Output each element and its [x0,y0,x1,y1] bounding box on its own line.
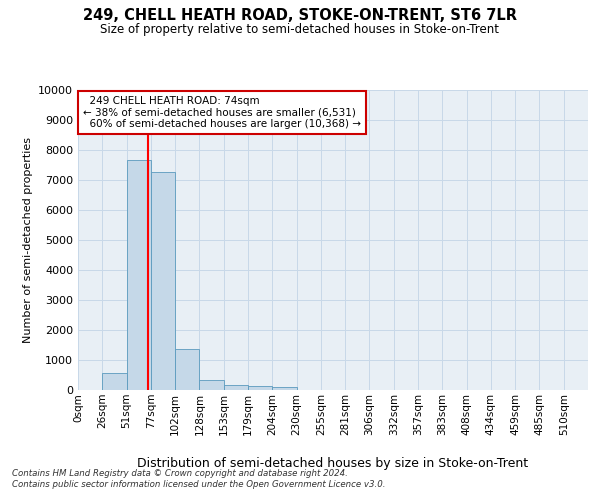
Text: 249 CHELL HEATH ROAD: 74sqm
← 38% of semi-detached houses are smaller (6,531)
  : 249 CHELL HEATH ROAD: 74sqm ← 38% of sem… [83,96,361,129]
Text: Contains public sector information licensed under the Open Government Licence v3: Contains public sector information licen… [12,480,386,489]
Text: 249, CHELL HEATH ROAD, STOKE-ON-TRENT, ST6 7LR: 249, CHELL HEATH ROAD, STOKE-ON-TRENT, S… [83,8,517,22]
Text: Size of property relative to semi-detached houses in Stoke-on-Trent: Size of property relative to semi-detach… [101,22,499,36]
Bar [272,388,296,390]
Bar [127,160,151,390]
Bar [199,380,224,390]
Bar [175,349,199,390]
Bar [102,372,127,390]
Text: Contains HM Land Registry data © Crown copyright and database right 2024.: Contains HM Land Registry data © Crown c… [12,468,348,477]
Bar [224,386,248,390]
Text: Distribution of semi-detached houses by size in Stoke-on-Trent: Distribution of semi-detached houses by … [137,458,529,470]
Bar [248,386,272,390]
Y-axis label: Number of semi-detached properties: Number of semi-detached properties [23,137,32,343]
Bar [151,172,175,390]
